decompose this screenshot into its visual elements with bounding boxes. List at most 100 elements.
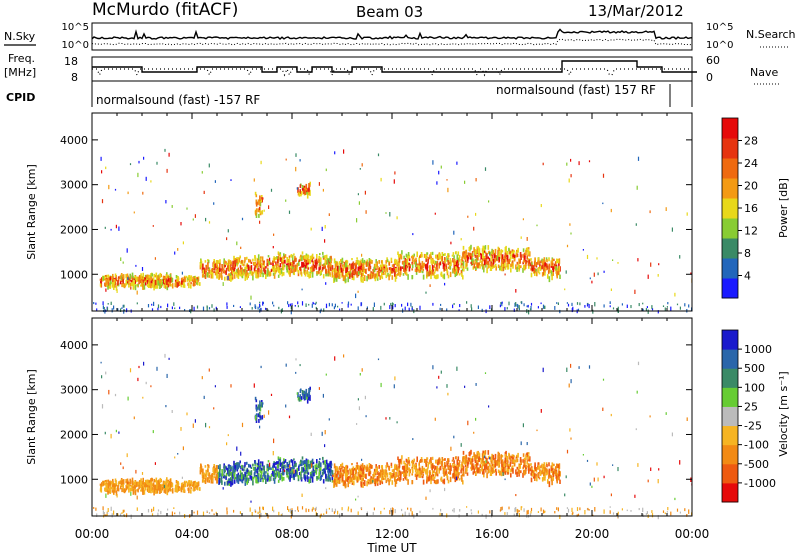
velocity-cell — [226, 507, 228, 511]
power-cell — [350, 264, 353, 269]
velocity-cell — [133, 482, 135, 487]
power-cell — [324, 259, 327, 264]
velocity-cell — [522, 472, 524, 478]
velocity-cell — [491, 453, 493, 459]
power-cell — [451, 254, 454, 257]
power-cell — [551, 262, 554, 266]
velocity-cell — [493, 470, 495, 473]
velocity-cell — [465, 455, 467, 461]
power-cell — [506, 254, 509, 259]
power-cell — [376, 277, 379, 281]
date-title: 13/Mar/2012 — [588, 2, 684, 20]
power-cell — [309, 190, 311, 196]
power-cell — [152, 284, 154, 288]
velocity-cell — [551, 479, 553, 486]
velocity-cell — [548, 481, 551, 488]
velocity-cell — [226, 467, 228, 471]
power-cell — [576, 302, 579, 305]
velocity-cell — [355, 498, 357, 501]
velocity-cell — [123, 509, 125, 513]
velocity-cell — [278, 472, 280, 479]
power-cell — [651, 308, 654, 311]
power-cell — [182, 241, 184, 245]
velocity-cell — [331, 508, 333, 512]
velocity-cell — [361, 458, 363, 461]
power-cell — [230, 276, 232, 282]
power-cell — [686, 212, 688, 216]
power-cell — [288, 255, 291, 258]
power-cell — [377, 266, 379, 270]
power-cell — [379, 264, 382, 270]
velocity-cell — [164, 487, 167, 491]
velocity-cell — [261, 461, 264, 467]
power-cell — [168, 275, 170, 279]
velocity-cell — [281, 513, 283, 516]
power-cell — [167, 281, 170, 288]
power-cell — [259, 195, 261, 202]
power-cell — [303, 188, 306, 194]
noise-right-label: N.Search — [746, 28, 796, 41]
power-cell — [522, 267, 524, 273]
power-cell — [340, 259, 342, 262]
power-cell — [357, 193, 359, 196]
power-cell — [302, 255, 305, 260]
velocity-cell — [349, 468, 351, 471]
velocity-cell — [394, 463, 396, 468]
velocity-cell — [359, 373, 361, 376]
velocity-cell — [324, 464, 327, 469]
power-cell — [472, 258, 474, 265]
velocity-cell — [329, 478, 331, 482]
noise-left-label: N.Sky — [4, 30, 36, 43]
velocity-cell — [397, 456, 399, 460]
velocity-cell — [550, 466, 553, 472]
power-cell — [446, 269, 448, 273]
power-cell — [485, 259, 488, 265]
power-cell — [231, 270, 233, 275]
freq-right-tick-bottom: 0 — [706, 71, 713, 84]
velocity-cell — [176, 487, 178, 493]
velocity-cell — [418, 462, 420, 466]
power-cell — [366, 259, 368, 262]
velocity-cell — [120, 480, 123, 486]
power-cell — [228, 276, 231, 279]
velocity-cell — [373, 471, 376, 477]
velocity-cell — [527, 465, 530, 471]
power-cell — [512, 263, 514, 269]
power-cell — [446, 270, 449, 276]
power-cell — [526, 305, 528, 308]
power-cell — [105, 166, 107, 170]
velocity-cell — [256, 464, 259, 471]
power-cell — [454, 260, 457, 267]
velocity-cell — [203, 473, 206, 480]
velocity-cell — [570, 363, 572, 368]
power-cell — [447, 266, 450, 269]
velocity-cell — [253, 472, 256, 476]
velocity-cell — [686, 514, 688, 517]
velocity-cell — [115, 490, 118, 496]
velocity-cell — [227, 480, 229, 485]
velocity-cell — [412, 438, 414, 440]
power-cell — [133, 211, 135, 214]
power-cell — [431, 259, 433, 265]
cpid-mode-2: normalsound (fast) 157 RF — [496, 83, 656, 97]
velocity-cell — [208, 426, 211, 429]
velocity-cell — [520, 470, 522, 474]
velocity-cell — [556, 478, 558, 484]
power-cell — [394, 258, 396, 263]
velocity-cell — [617, 511, 619, 515]
velocity-cell — [545, 468, 548, 473]
velocity-cell — [309, 460, 312, 465]
velocity-cell — [427, 464, 429, 469]
velocity-cell — [249, 475, 251, 479]
power-cell — [273, 233, 275, 236]
power-cell — [309, 266, 312, 269]
power-cell — [690, 272, 692, 275]
noise-left-tick-top: 10^5 — [62, 22, 89, 33]
velocity-cell — [308, 479, 310, 484]
velocity-cell — [506, 455, 508, 462]
power-colorbar-tick-label: 12 — [744, 225, 758, 238]
velocity-cell — [510, 455, 513, 459]
velocity-cell — [512, 462, 514, 465]
velocity-cell — [349, 478, 351, 484]
velocity-cell — [105, 487, 107, 491]
